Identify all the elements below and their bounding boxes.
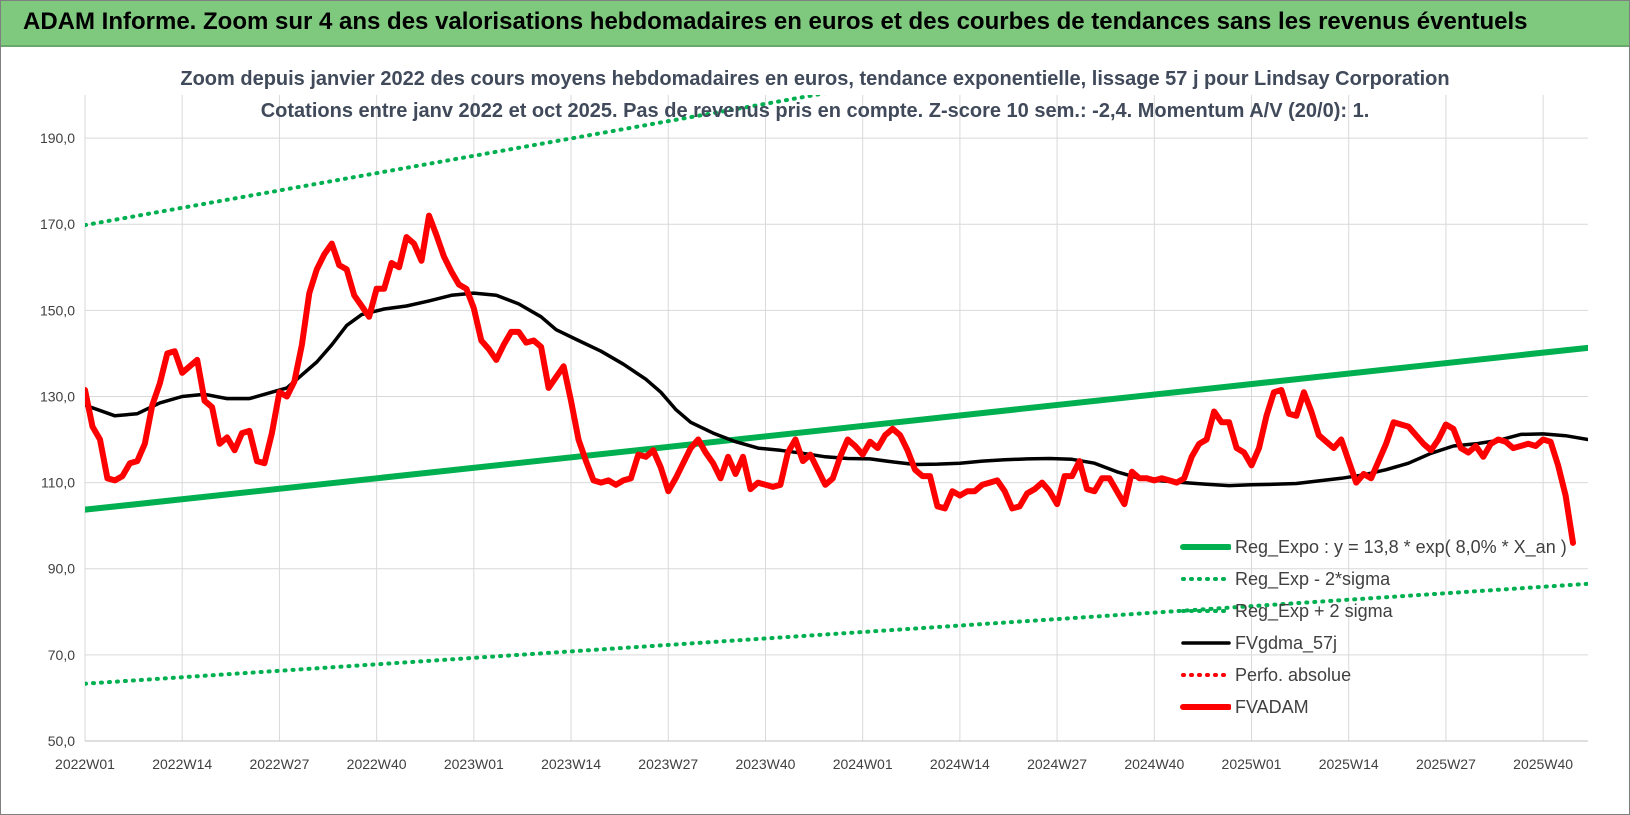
series-line-5 [85, 212, 1576, 546]
chart-grid [84, 95, 1588, 742]
chart-axes: 50,0 70,0 90,0 110,0 130,0 150,0 170,0 190,0 202… [40, 130, 1588, 772]
x-tick-label: 2025W01 [1222, 756, 1282, 772]
x-tick-label: 2022W40 [347, 756, 407, 772]
x-tick-label: 2023W01 [444, 756, 504, 772]
x-tick-label: 2024W14 [930, 756, 990, 772]
legend-label: FVgdma_57j [1235, 633, 1338, 653]
x-tick-label: 2025W27 [1416, 756, 1476, 772]
x-tick-label: 2023W40 [735, 756, 795, 772]
x-tick-label: 2024W27 [1027, 756, 1087, 772]
series-line-2 [85, 95, 827, 228]
legend-label: FVADAM [1235, 697, 1309, 717]
legend-label: Reg_Expo : y = 13,8 * exp( 8,0% * X_an ) [1235, 537, 1567, 557]
chart-series [85, 95, 1588, 686]
x-tick-label: 2022W14 [152, 756, 212, 772]
series-line-1 [85, 581, 1588, 686]
y-tick-label: 170,0 [40, 216, 75, 232]
x-tick-label: 2022W01 [55, 756, 115, 772]
report-title: ADAM Informe. Zoom sur 4 ans des valoris… [23, 8, 1528, 35]
legend-label: Perfo. absolue [1235, 665, 1352, 685]
x-tick-label: 2025W40 [1513, 756, 1573, 772]
x-tick-label: 2023W14 [541, 756, 601, 772]
legend-swatch [1180, 704, 1231, 710]
report-banner: ADAM Informe. Zoom sur 4 ans des valoris… [1, 1, 1629, 47]
legend-swatch [1181, 641, 1231, 645]
chart-title: Zoom depuis janvier 2022 des cours moyen… [180, 68, 1450, 90]
x-tick-label: 2024W01 [833, 756, 893, 772]
x-tick-label: 2023W27 [638, 756, 698, 772]
y-tick-label: 130,0 [40, 388, 75, 404]
legend-swatch [1181, 609, 1231, 613]
y-tick-label: 150,0 [40, 302, 75, 318]
y-tick-label: 110,0 [41, 475, 75, 491]
x-tick-label: 2022W27 [249, 756, 309, 772]
y-tick-label: 90,0 [48, 561, 75, 577]
chart-subtitle: Cotations entre janv 2022 et oct 2025. P… [260, 100, 1370, 122]
legend-label: Reg_Exp + 2 sigma [1235, 601, 1393, 621]
y-tick-label: 70,0 [48, 647, 75, 663]
legend-swatch [1181, 577, 1231, 581]
legend-swatch [1180, 544, 1231, 550]
y-tick-label: 190,0 [40, 130, 75, 146]
series-line-3 [85, 291, 1588, 488]
legend-label: Reg_Exp - 2*sigma [1235, 569, 1391, 589]
y-tick-label: 50,0 [48, 733, 75, 749]
x-tick-label: 2025W14 [1319, 756, 1379, 772]
series-line-0 [85, 344, 1588, 513]
x-tick-label: 2024W40 [1124, 756, 1184, 772]
legend-swatch [1181, 673, 1231, 677]
